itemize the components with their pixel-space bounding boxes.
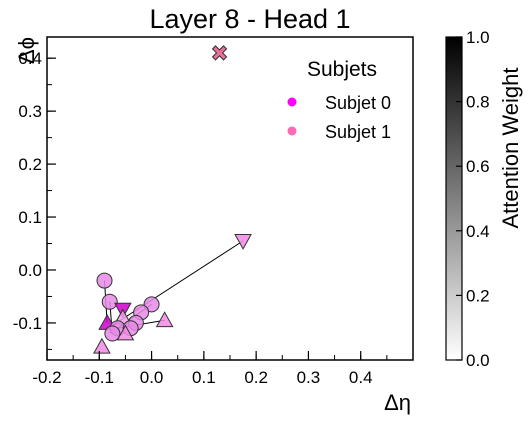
- colorbar-tick-label: 0.8: [466, 93, 490, 112]
- colorbar-tick-label: 0.4: [466, 222, 490, 241]
- data-point-x: [211, 45, 228, 61]
- x-tick-label: -0.1: [85, 368, 114, 387]
- colorbar-tick-label: 0.2: [466, 286, 490, 305]
- data-point-circle: [104, 325, 121, 342]
- y-tick-label: 0.4: [18, 49, 42, 68]
- data-point-triangle-up: [155, 311, 174, 328]
- chart-title: Layer 8 - Head 1: [149, 4, 350, 34]
- legend-label-subjet-0: Subjet 0: [325, 93, 391, 113]
- y-tick-label: 0.3: [18, 102, 42, 121]
- y-tick-label: 0.1: [18, 208, 42, 227]
- colorbar-gradient: [445, 36, 463, 361]
- x-tick-label: 0.3: [297, 368, 321, 387]
- y-tick-label: -0.1: [13, 314, 42, 333]
- y-axis-ticks: -0.1 0.0 0.1 0.2 0.3 0.4: [13, 49, 56, 350]
- y-tick-label: 0.2: [18, 155, 42, 174]
- x-tick-label: 0.4: [349, 368, 373, 387]
- y-tick-label: 0.0: [18, 261, 42, 280]
- legend-marker-subjet-1: [287, 126, 297, 136]
- data-point-triangle-up: [93, 337, 111, 354]
- link-line: [112, 240, 244, 327]
- x-tick-label: 0.0: [140, 368, 164, 387]
- colorbar-tick-label: 1.0: [466, 28, 490, 47]
- x-tick-label: 0.2: [244, 368, 268, 387]
- colorbar-label: Attention Weight: [498, 67, 523, 228]
- x-axis-label: Δη: [384, 390, 411, 415]
- data-point-circle: [101, 293, 118, 310]
- legend-marker-subjet-0: [287, 97, 297, 107]
- plot-frame: [46, 36, 414, 361]
- data-point-circle: [96, 272, 113, 289]
- data-point-triangle-up: [116, 324, 135, 341]
- legend: Subjets Subjet 0 Subjet 1: [287, 58, 391, 142]
- colorbar-ticks: 0.0 0.2 0.4 0.6 0.8 1.0: [456, 28, 490, 370]
- x-axis-ticks: -0.2 -0.1 0.0 0.1 0.2 0.3 0.4: [32, 351, 414, 387]
- data-points: [93, 45, 252, 354]
- x-tick-label: 0.1: [192, 368, 216, 387]
- data-point-triangle-down: [234, 233, 252, 250]
- legend-label-subjet-1: Subjet 1: [325, 122, 391, 142]
- legend-title: Subjets: [307, 58, 377, 81]
- y-axis-label: Δϕ: [14, 37, 39, 64]
- colorbar-tick-label: 0.0: [466, 351, 490, 370]
- x-tick-label: -0.2: [32, 368, 61, 387]
- colorbar: 0.0 0.2 0.4 0.6 0.8 1.0 Attention Weight: [445, 28, 523, 370]
- colorbar-tick-label: 0.6: [466, 157, 490, 176]
